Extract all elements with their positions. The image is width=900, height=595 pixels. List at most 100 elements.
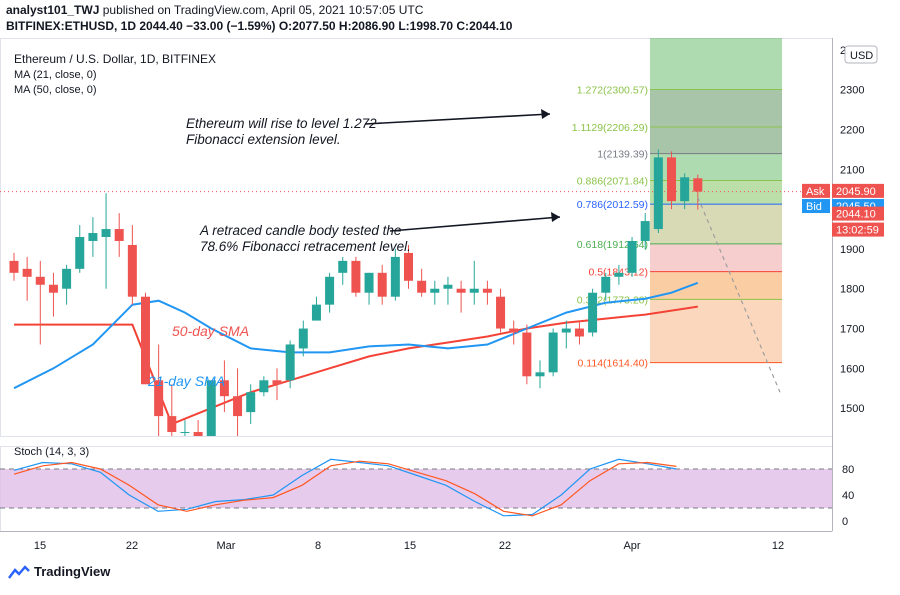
- candle-body: [141, 296, 150, 385]
- candle-body: [574, 328, 584, 337]
- candle-body: [482, 288, 492, 293]
- candle-body: [430, 288, 440, 293]
- annotation-text: A retraced candle body tested the: [199, 223, 401, 238]
- fib-band: [650, 89, 782, 154]
- publish-text: published on TradingView.com, April 05, …: [102, 3, 424, 17]
- price-badge: [802, 199, 830, 214]
- time-tick-label: 22: [126, 540, 138, 552]
- low-label: L:: [398, 19, 410, 33]
- ohlc-line: BITFINEX:ETHUSD, 1D 2044.40 −33.00 (−1.5…: [6, 19, 512, 33]
- candle-body: [311, 304, 321, 321]
- price-badge: [832, 206, 884, 221]
- annotation-arrowhead: [551, 212, 560, 222]
- candle-body: [325, 276, 335, 305]
- annotation-text: Ethereum will rise to level 1.272: [186, 116, 377, 131]
- price-badge-label: Bid: [806, 201, 822, 213]
- candle-body: [614, 272, 624, 277]
- legend-ma50: MA (50, close, 0): [14, 84, 97, 96]
- candle-body: [390, 256, 400, 297]
- candle-body: [101, 229, 111, 237]
- ma21-line: [13, 281, 699, 390]
- fib-band: [650, 271, 782, 300]
- candle-body: [114, 229, 124, 241]
- stoch-k-line: [13, 458, 677, 517]
- candle-body: [496, 296, 506, 329]
- candle-body: [377, 272, 387, 297]
- candle-body: [535, 372, 545, 377]
- time-tick-label: 22: [499, 540, 511, 552]
- high-label: H:: [338, 19, 352, 33]
- candle-body: [509, 328, 519, 333]
- candle-body: [588, 292, 598, 333]
- candle-body: [219, 380, 229, 397]
- candle-body: [154, 380, 164, 417]
- candle-body: [680, 177, 690, 202]
- fib-level-label: 1(2139.39): [597, 149, 648, 161]
- last-price: 2044.40: [139, 19, 183, 33]
- time-tick-label: Mar: [217, 540, 236, 552]
- candle-body: [667, 157, 676, 202]
- price-tick-label: 1500: [840, 403, 864, 415]
- price-tick-label: 1600: [840, 363, 864, 375]
- tradingview-brand: TradingView: [34, 564, 111, 579]
- candle-body: [351, 260, 361, 293]
- price-tick-label: 1800: [840, 284, 864, 296]
- chart-area[interactable]: 1500160017001800190020002100220023002400…: [0, 38, 900, 590]
- candle-body: [48, 284, 58, 293]
- fib-band: [650, 299, 782, 363]
- price-badge: [832, 183, 884, 198]
- annotation-text: 78.6% Fibonacci retracement level.: [200, 239, 411, 254]
- candle-body: [653, 157, 663, 230]
- price-badge-value: 2044.10: [836, 209, 876, 221]
- candle-body: [443, 284, 453, 289]
- price-tick-label: 1900: [840, 244, 864, 256]
- fib-level-label: 1.1129(2206.29): [572, 122, 648, 134]
- price-badge-value: 2045.90: [836, 186, 876, 198]
- candle-body: [469, 288, 479, 293]
- high-value: 2086.90: [351, 19, 395, 33]
- price-tick-label: 2100: [840, 164, 864, 176]
- candle-body: [62, 268, 72, 289]
- publish-line: analyst101_TWJ published on TradingView.…: [6, 3, 423, 17]
- candle-body: [456, 288, 466, 293]
- price-chart-svg[interactable]: 1500160017001800190020002100220023002400…: [0, 38, 900, 590]
- candle-body: [561, 328, 571, 333]
- price-change: −33.00 (−1.59%): [186, 19, 276, 33]
- candle-body: [167, 416, 177, 433]
- annotation-text: Fibonacci extension level.: [186, 132, 341, 147]
- candle-body: [548, 332, 558, 373]
- candle-body: [522, 332, 532, 377]
- time-tick-label: 12: [772, 540, 784, 552]
- candle-body: [627, 240, 637, 273]
- close-value: 2044.10: [469, 19, 513, 33]
- time-tick-label: 15: [404, 540, 416, 552]
- price-badge: [832, 222, 884, 237]
- price-tick-label: 2200: [840, 125, 864, 137]
- candle-body: [22, 268, 32, 277]
- legend-ma21: MA (21, close, 0): [14, 69, 97, 81]
- time-tick-label: Apr: [623, 540, 640, 552]
- price-tick-label: 2300: [840, 85, 864, 97]
- candle-body: [338, 260, 348, 273]
- low-value: 1998.70: [409, 19, 454, 33]
- legend-title: Ethereum / U.S. Dollar, 1D, BITFINEX: [14, 52, 217, 66]
- stoch-tick-label: 0: [842, 516, 848, 528]
- candle-body: [404, 252, 413, 281]
- fib-level-label: 0.786(2012.59): [577, 199, 648, 211]
- projection-line: [697, 196, 781, 393]
- open-value: 2077.50: [292, 19, 336, 33]
- fib-level-label: 0.114(1614.40): [578, 358, 648, 370]
- candle-body: [246, 392, 256, 413]
- candle-body: [693, 178, 703, 192]
- annotation-arrow: [364, 113, 551, 125]
- candle-body: [601, 276, 611, 293]
- tradingview-logo[interactable]: TradingView: [8, 564, 110, 579]
- fib-level-label: 0.886(2071.84): [577, 176, 648, 188]
- sma21-label: 21-day SMA: [147, 373, 225, 389]
- fib-level-label: 1.272(2300.57): [577, 85, 648, 97]
- candle-body: [9, 260, 19, 273]
- stoch-tick-label: 40: [842, 490, 854, 502]
- candle-body: [206, 380, 216, 436]
- candle-body: [180, 432, 190, 434]
- candle-body: [259, 380, 269, 393]
